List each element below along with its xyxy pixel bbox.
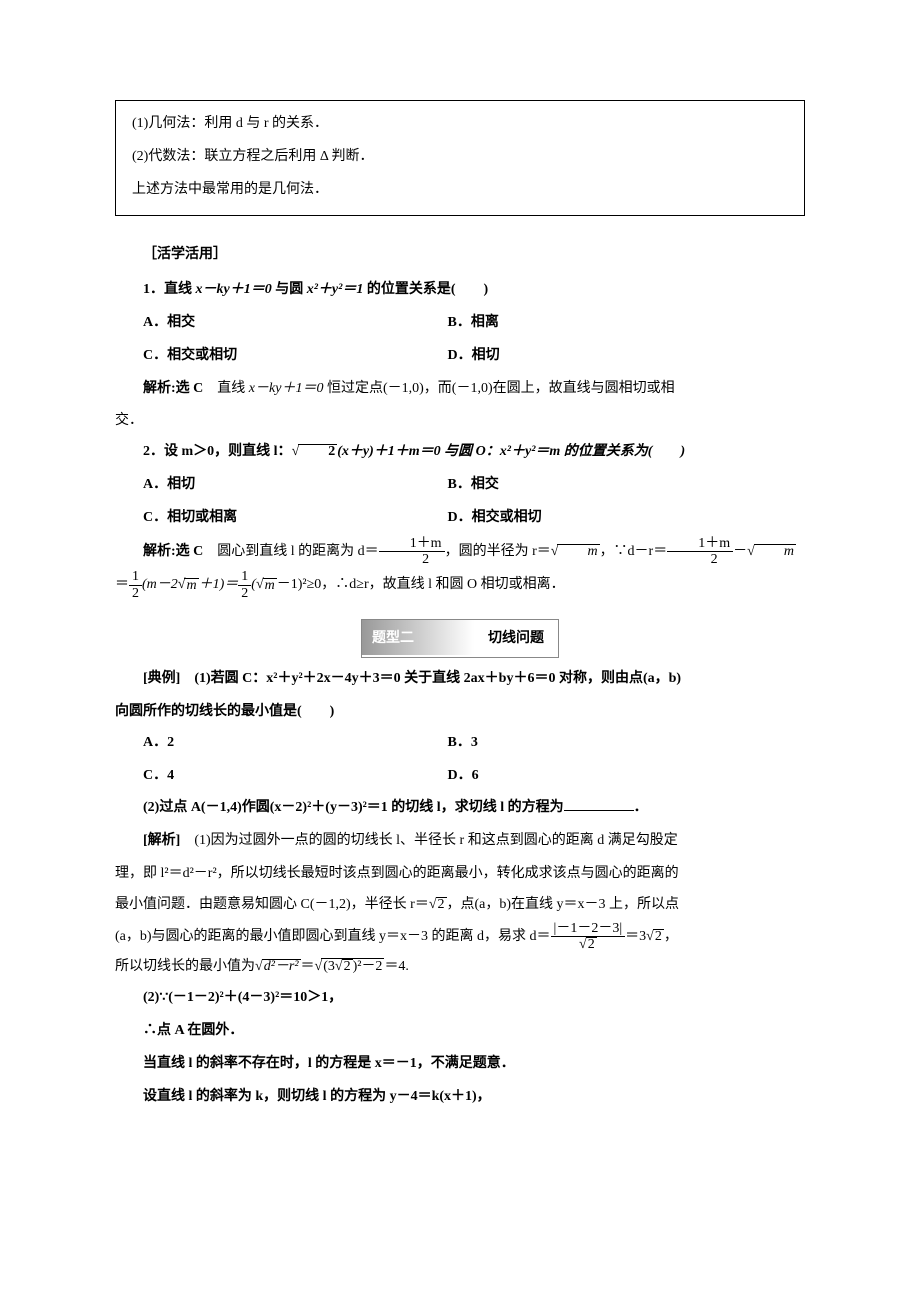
example-p2: (2)过点 A(－1,4)作圆(x－2)²＋(y－3)²＝1 的切线 l，求切线… <box>115 793 805 824</box>
q2-stem: 2．设 m＞0，则直线 l：√2(x＋y)＋1＋m＝0 与圆 O：x²＋y²＝m… <box>115 437 805 468</box>
example-p1: [典例] (1)若圆 C：x²＋y²＋2x－4y＋3＝0 关于直线 2ax＋by… <box>115 664 805 695</box>
q2-choice-b: B．相交 <box>448 470 753 501</box>
q2-sol-t4: － <box>733 544 747 559</box>
frac-half-1: 12 <box>129 569 142 601</box>
ex-choices-row1: A．2 B．3 <box>143 728 805 759</box>
q2-choice-a: A．相切 <box>143 470 448 501</box>
ex-s2b: ∴点 A 在圆外． <box>115 1016 805 1047</box>
q2-l2-mid4: －1)²≥0，∴d≥r，故直线 l 和圆 O 相切或相离． <box>277 578 565 593</box>
q2-l2-pre: ＝ <box>115 578 129 593</box>
q2-sol-ans: 选 C <box>176 544 218 559</box>
example-label: [典例] <box>143 671 194 686</box>
ex-s1a: (1)因为过圆外一点的圆的切线长 l、半径长 r 和这点到圆心的距离 d 满足勾… <box>194 833 677 848</box>
q1-choice-d: D．相切 <box>448 341 753 372</box>
ex-s1d-tail: ， <box>664 929 678 944</box>
q2-rad: 2 <box>298 444 337 459</box>
q1-eq1: x－ky＋1＝0 <box>196 282 272 297</box>
q1-sol-label: 解析: <box>143 381 176 396</box>
q1-sol-end: 交． <box>115 406 805 437</box>
box-line-3: 上述方法中最常用的是几何法． <box>132 175 788 206</box>
ex-s1e-in1: d²－r² <box>262 959 301 974</box>
summary-box: (1)几何法：利用 d 与 r 的关系． (2)代数法：联立方程之后利用 Δ 判… <box>115 100 805 216</box>
q2-rad-m2: m <box>184 578 198 593</box>
topic-tag-left: 题型二 <box>362 620 474 655</box>
q1-choices-row1: A．相交 B．相离 <box>143 308 805 339</box>
ex-s1c: 最小值问题．由题意易知圆心 C(－1,2)，半径长 r＝√2，点(a，b)在直线… <box>115 890 805 921</box>
frac-d: |－1－2－3|√2 <box>551 921 626 953</box>
topic-tag-right: 切线问题 <box>474 622 558 657</box>
ex-choice-c: C．4 <box>143 761 448 792</box>
q1-sol-pre: 直线 <box>217 381 249 396</box>
q2-rad-r: m <box>557 544 599 559</box>
answer-blank <box>564 797 634 811</box>
frac-1: 1＋m2 <box>379 536 445 568</box>
ex-p2-tail: ． <box>634 800 648 815</box>
q2-sol-t3: ，∵d－r＝ <box>600 544 668 559</box>
q1-sol-mid: 恒过定点(－1,0)，而(－1,0)在圆上，故直线与圆相切或相 <box>323 381 674 396</box>
q2-l2-mid2: ＋1)＝ <box>199 578 239 593</box>
q1-sol-eq: x－ky＋1＝0 <box>249 381 324 396</box>
ex-s1d-pre: (a，b)与圆心的距离的最小值即圆心到直线 y＝x－3 的距离 d，易求 d＝ <box>115 929 551 944</box>
ex-choice-d: D．6 <box>448 761 753 792</box>
q2-solution-l2: ＝12(m－2√m＋1)＝12(√m－1)²≥0，∴d≥r，故直线 l 和圆 O… <box>115 569 805 601</box>
ex-s1e-in2: (3√2)²－2 <box>321 958 384 974</box>
q1-choice-a: A．相交 <box>143 308 448 339</box>
q1-text-mid: 与圆 <box>272 282 307 297</box>
example-p1b: 向圆所作的切线长的最小值是( ) <box>115 697 805 728</box>
ex-s1d: (a，b)与圆心的距离的最小值即圆心到直线 y＝x－3 的距离 d，易求 d＝|… <box>115 921 805 953</box>
q2-sol-t1: 圆心到直线 l 的距离为 d＝ <box>217 544 378 559</box>
ex-sol-label: [解析] <box>143 833 194 848</box>
ex-s1c-pre: 最小值问题．由题意易知圆心 C(－1,2)，半径长 r＝ <box>115 897 429 912</box>
q2-choice-d: D．相交或相切 <box>448 503 753 534</box>
ex-s2a: (2)∵(－1－2)²＋(4－3)²＝10＞1， <box>115 983 805 1014</box>
q2-rad-m3: m <box>263 578 277 593</box>
section-practice: ［活学活用］ <box>115 240 805 271</box>
ex-s1e-pre: 所以切线长的最小值为 <box>115 959 255 974</box>
q1-sol-ans: 选 C <box>176 381 218 396</box>
q1-choices-row2: C．相交或相切 D．相切 <box>143 341 805 372</box>
q1-eq2: x²＋y²＝1 <box>307 282 364 297</box>
ex-s1b: 理，即 l²＝d²－r²，所以切线长最短时该点到圆心的距离最小，转化成求该点与圆… <box>115 859 805 890</box>
q1-solution: 解析:选 C 直线 x－ky＋1＝0 恒过定点(－1,0)，而(－1,0)在圆上… <box>115 374 805 405</box>
ex-p2-pre: (2)过点 A(－1,4)作圆(x－2)²＋(y－3)²＝1 的切线 l，求切线… <box>143 800 564 815</box>
ex-s1e-end: ＝4. <box>384 959 409 974</box>
q2-text-pre: 2．设 m＞0，则直线 l： <box>143 444 292 459</box>
ex-choices-row2: C．4 D．6 <box>143 761 805 792</box>
ex-s1e: 所以切线长的最小值为√d²－r²＝√(3√2)²－2＝4. <box>115 952 805 983</box>
q2-rad-m: m <box>754 544 796 559</box>
frac-half-2: 12 <box>238 569 251 601</box>
ex-choice-b: B．3 <box>448 728 753 759</box>
q2-sol-label: 解析: <box>143 544 176 559</box>
box-line-1: (1)几何法：利用 d 与 r 的关系． <box>132 109 788 140</box>
q2-l2-mid1: (m－2 <box>142 578 178 593</box>
q1-choice-c: C．相交或相切 <box>143 341 448 372</box>
frac-2: 1＋m2 <box>667 536 733 568</box>
q1-text-pre: 1．直线 <box>143 282 196 297</box>
ex-s2c: 当直线 l 的斜率不存在时，l 的方程是 x＝－1，不满足题意． <box>115 1049 805 1080</box>
q2-choices-row2: C．相切或相离 D．相交或相切 <box>143 503 805 534</box>
q2-text-mid: (x＋y)＋1＋m＝0 与圆 O：x²＋y²＝m 的位置关系为( ) <box>337 444 685 459</box>
topic-tag: 题型二切线问题 <box>361 619 559 658</box>
topic-tag-wrap: 题型二切线问题 <box>115 601 805 664</box>
example-p1a: (1)若圆 C：x²＋y²＋2x－4y＋3＝0 关于直线 2ax＋by＋6＝0 … <box>194 671 681 686</box>
q2-solution-l1: 解析:选 C 圆心到直线 l 的距离为 d＝1＋m2，圆的半径为 r＝√m，∵d… <box>115 536 805 568</box>
q1-choice-b: B．相离 <box>448 308 753 339</box>
ex-choice-a: A．2 <box>143 728 448 759</box>
q2-choices-row1: A．相切 B．相交 <box>143 470 805 501</box>
ex-s1d-eq: ＝3 <box>625 929 646 944</box>
q1-text-tail: 的位置关系是( ) <box>363 282 488 297</box>
ex-sol-1a: [解析] (1)因为过圆外一点的圆的切线长 l、半径长 r 和这点到圆心的距离 … <box>115 826 805 857</box>
q2-choice-c: C．相切或相离 <box>143 503 448 534</box>
ex-s1d-rad2: 2 <box>653 929 664 944</box>
q2-sol-t2: ，圆的半径为 r＝ <box>445 544 551 559</box>
q1-stem: 1．直线 x－ky＋1＝0 与圆 x²＋y²＝1 的位置关系是( ) <box>115 275 805 306</box>
ex-s1c-mid: ，点(a，b)在直线 y＝x－3 上，所以点 <box>447 897 680 912</box>
ex-s2d: 设直线 l 的斜率为 k，则切线 l 的方程为 y－4＝k(x＋1)， <box>115 1082 805 1113</box>
ex-s1c-rad: 2 <box>436 897 447 912</box>
ex-s1e-mid: ＝ <box>301 959 315 974</box>
box-line-2: (2)代数法：联立方程之后利用 Δ 判断． <box>132 142 788 173</box>
